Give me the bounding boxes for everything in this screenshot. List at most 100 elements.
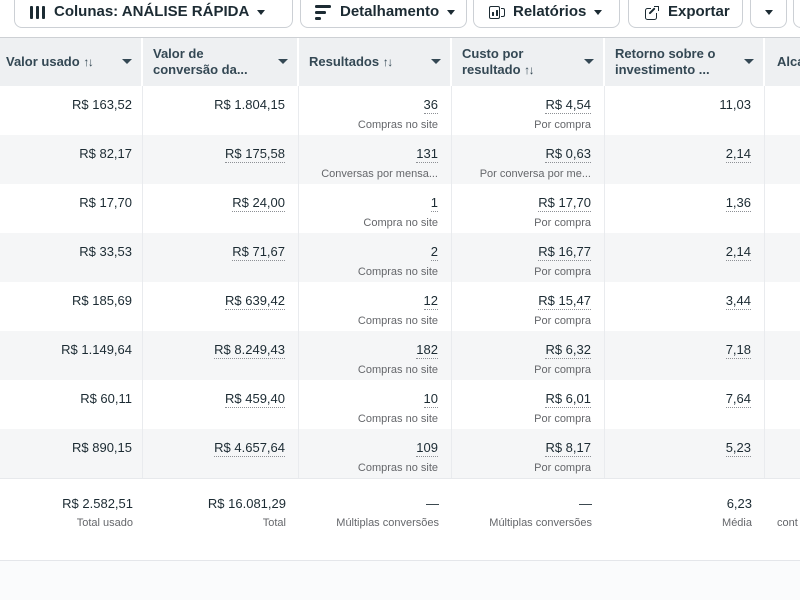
cost-per-result-cell: R$ 16,77 Por compra bbox=[452, 233, 605, 282]
roas-value[interactable]: 5,23 bbox=[725, 440, 751, 457]
table-body: R$ 163,52 R$ 1.804,15 36 Compras no site… bbox=[0, 86, 800, 478]
header-label: Valor usado bbox=[6, 54, 80, 69]
results-value[interactable]: 1 bbox=[430, 195, 438, 212]
results-type-label: Compras no site bbox=[357, 266, 438, 278]
total-spend-cell: R$ 2.582,51 Total usado bbox=[0, 479, 143, 540]
header-label: Custo por bbox=[462, 46, 524, 61]
results-type-label: Conversas por mensa... bbox=[321, 168, 438, 180]
results-type-label: Compras no site bbox=[357, 413, 438, 425]
column-header-cost-per-result[interactable]: Custo por resultado ↑↓ bbox=[452, 38, 605, 86]
cost-per-result-value[interactable]: R$ 17,70 bbox=[538, 195, 591, 212]
cost-per-result-value[interactable]: R$ 15,47 bbox=[538, 293, 591, 310]
header-label: Alca bbox=[777, 54, 800, 69]
total-cost-value: — bbox=[579, 496, 592, 511]
results-type-label: Compras no site bbox=[357, 315, 438, 327]
column-header-spend[interactable]: Valor usado ↑↓ bbox=[0, 38, 143, 86]
conversion-value[interactable]: R$ 639,42 bbox=[225, 293, 285, 310]
header-label: resultado bbox=[462, 62, 521, 77]
roas-value[interactable]: 2,14 bbox=[725, 146, 751, 163]
total-cost-cell: — Múltiplas conversões bbox=[452, 479, 605, 540]
conversion-value[interactable]: R$ 459,40 bbox=[225, 391, 285, 408]
cost-per-result-value[interactable]: R$ 0,63 bbox=[545, 146, 591, 163]
reach-cell bbox=[765, 135, 800, 184]
results-cell: 131 Conversas por mensa... bbox=[299, 135, 452, 184]
clipped-toolbar-button[interactable] bbox=[793, 0, 800, 28]
results-value[interactable]: 12 bbox=[423, 293, 438, 310]
conversion-value[interactable]: R$ 1.804,15 bbox=[214, 97, 285, 112]
results-type-label: Compras no site bbox=[357, 364, 438, 376]
results-cell: 2 Compras no site bbox=[299, 233, 452, 282]
header-label: Resultados bbox=[309, 54, 380, 69]
roas-value[interactable]: 3,44 bbox=[725, 293, 751, 310]
spend-value: R$ 890,15 bbox=[72, 440, 132, 455]
results-value[interactable]: 10 bbox=[423, 391, 438, 408]
header-menu-caret-icon[interactable] bbox=[744, 59, 754, 64]
results-value[interactable]: 182 bbox=[416, 342, 438, 359]
column-header-roas[interactable]: Retorno sobre o investimento ... bbox=[605, 38, 765, 86]
chevron-down-icon bbox=[594, 10, 603, 15]
header-label: conversão da... bbox=[153, 62, 248, 77]
total-roas-label: Média bbox=[722, 517, 752, 529]
export-options-button[interactable] bbox=[750, 0, 787, 28]
cost-type-label: Por compra bbox=[534, 217, 591, 229]
cost-type-label: Por compra bbox=[534, 413, 591, 425]
reach-cell bbox=[765, 282, 800, 331]
total-reach-label: cont bbox=[777, 517, 798, 529]
header-menu-caret-icon[interactable] bbox=[584, 59, 594, 64]
conversion-value[interactable]: R$ 8.249,43 bbox=[214, 342, 285, 359]
total-cost-label: Múltiplas conversões bbox=[489, 517, 592, 529]
reach-cell bbox=[765, 429, 800, 478]
results-cell: 1 Compra no site bbox=[299, 184, 452, 233]
breakdown-button-label: Detalhamento bbox=[340, 3, 440, 20]
breakdown-button[interactable]: Detalhamento bbox=[300, 0, 467, 28]
conversion-value-cell: R$ 8.249,43 bbox=[143, 331, 299, 380]
results-cell: 182 Compras no site bbox=[299, 331, 452, 380]
cost-per-result-value[interactable]: R$ 6,01 bbox=[545, 391, 591, 408]
cost-per-result-value[interactable]: R$ 6,32 bbox=[545, 342, 591, 359]
results-value[interactable]: 36 bbox=[423, 97, 438, 114]
reach-cell bbox=[765, 233, 800, 282]
cost-per-result-cell: R$ 4,54 Por compra bbox=[452, 86, 605, 135]
conversion-value[interactable]: R$ 71,67 bbox=[232, 244, 285, 261]
header-menu-caret-icon[interactable] bbox=[278, 59, 288, 64]
roas-value[interactable]: 7,64 bbox=[725, 391, 751, 408]
cost-per-result-value[interactable]: R$ 8,17 bbox=[545, 440, 591, 457]
roas-cell: 2,14 bbox=[605, 233, 765, 282]
reports-icon bbox=[488, 4, 505, 21]
header-menu-caret-icon[interactable] bbox=[122, 59, 132, 64]
column-header-results[interactable]: Resultados ↑↓ bbox=[299, 38, 452, 86]
results-value[interactable]: 2 bbox=[430, 244, 438, 261]
export-button[interactable]: Exportar bbox=[628, 0, 743, 28]
results-type-label: Compra no site bbox=[363, 217, 438, 229]
roas-cell: 5,23 bbox=[605, 429, 765, 478]
roas-value[interactable]: 1,36 bbox=[725, 195, 751, 212]
conversion-value[interactable]: R$ 24,00 bbox=[232, 195, 285, 212]
spend-cell: R$ 185,69 bbox=[0, 282, 143, 331]
results-value[interactable]: 109 bbox=[416, 440, 438, 457]
cost-type-label: Por compra bbox=[534, 266, 591, 278]
column-header-reach[interactable]: Alca bbox=[765, 38, 800, 86]
results-type-label: Compras no site bbox=[357, 462, 438, 474]
reports-button-label: Relatórios bbox=[513, 3, 587, 20]
columns-button[interactable]: Colunas: ANÁLISE RÁPIDA bbox=[14, 0, 293, 28]
export-icon bbox=[643, 4, 660, 21]
cost-per-result-value[interactable]: R$ 4,54 bbox=[545, 97, 591, 114]
header-menu-caret-icon[interactable] bbox=[431, 59, 441, 64]
reports-button[interactable]: Relatórios bbox=[473, 0, 620, 28]
total-results-value: — bbox=[426, 496, 439, 511]
roas-value[interactable]: 11,03 bbox=[719, 97, 751, 112]
conversion-value[interactable]: R$ 175,58 bbox=[225, 146, 285, 163]
roas-value[interactable]: 2,14 bbox=[725, 244, 751, 261]
roas-cell: 2,14 bbox=[605, 135, 765, 184]
total-roas-cell: 6,23 Média bbox=[605, 479, 765, 540]
results-cell: 36 Compras no site bbox=[299, 86, 452, 135]
conversion-value[interactable]: R$ 4.657,64 bbox=[214, 440, 285, 457]
roas-value[interactable]: 7,18 bbox=[725, 342, 751, 359]
column-header-conversion-value[interactable]: Valor de conversão da... bbox=[143, 38, 299, 86]
total-conversion-cell: R$ 16.081,29 Total bbox=[143, 479, 299, 540]
cost-per-result-value[interactable]: R$ 16,77 bbox=[538, 244, 591, 261]
toolbar: Colunas: ANÁLISE RÁPIDA Detalhamento Rel… bbox=[0, 0, 800, 37]
results-value[interactable]: 131 bbox=[416, 146, 438, 163]
reach-cell bbox=[765, 380, 800, 429]
